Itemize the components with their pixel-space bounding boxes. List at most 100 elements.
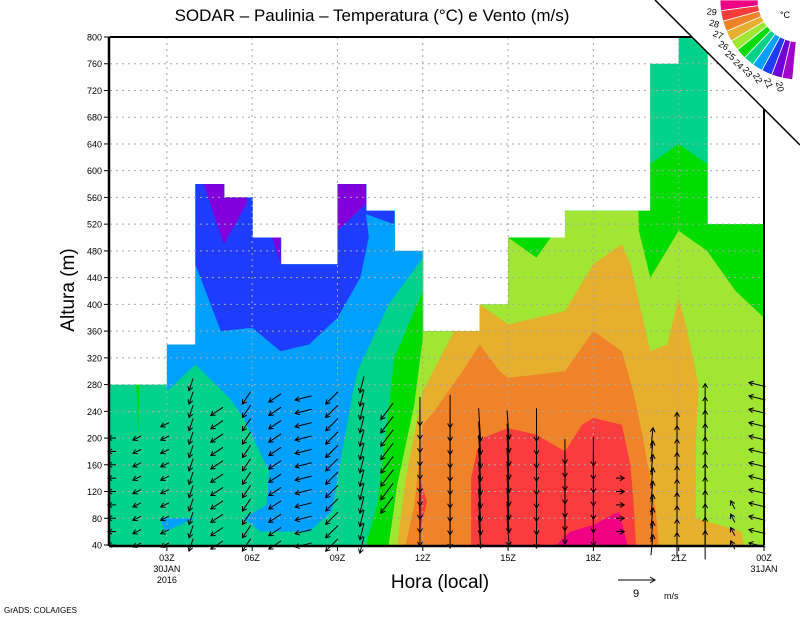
wind-arrow: [187, 485, 194, 499]
wind-arrow-head: [729, 540, 736, 546]
wind-arrow-shaft: [268, 433, 282, 443]
temp-region-22-23: [160, 518, 196, 532]
wind-arrow: [616, 528, 626, 535]
wind-arrow-head: [505, 447, 512, 454]
wind-arrow: [294, 488, 312, 496]
wind-arrow-shaft: [478, 461, 482, 495]
grid-lines: [110, 37, 764, 545]
wind-arrow: [187, 404, 194, 419]
y-tick-label: 400: [87, 300, 102, 310]
wind-arrow-head: [187, 425, 194, 432]
wind-arrow-shaft: [650, 494, 654, 516]
wind-arrow-head: [619, 515, 626, 522]
wind-arrow-head: [187, 385, 194, 392]
wind-arrow-head: [159, 475, 166, 482]
wind-arrow-shaft: [650, 507, 654, 529]
wind-arrow-head: [241, 452, 248, 459]
y-tick-label: 40: [92, 541, 102, 551]
wind-arrow: [267, 420, 282, 430]
wind-arrow-shaft: [160, 475, 170, 481]
wind-arrow-shaft: [380, 456, 394, 474]
x-axis-label: Hora (local): [391, 572, 489, 593]
y-tick-label: 480: [87, 246, 102, 256]
wind-arrow-head: [159, 422, 166, 428]
wind-arrow-head: [324, 466, 331, 472]
wind-arrow: [747, 380, 766, 388]
wind-arrow-head: [747, 474, 754, 480]
wind-arrow: [209, 527, 224, 537]
wind-arrow-shaft: [132, 489, 142, 495]
wind-arrow-head: [187, 399, 194, 406]
y-tick-label: 680: [87, 113, 102, 123]
wind-arrow-head: [674, 411, 680, 417]
wind-arrow-head: [267, 504, 274, 510]
wind-arrow: [294, 395, 312, 402]
wind-arrow-head: [132, 435, 138, 441]
wind-arrow-head: [533, 503, 540, 509]
wind-arrow: [324, 404, 339, 419]
wind-arrow-shaft: [132, 462, 142, 468]
wind-arrow-shaft: [748, 515, 766, 521]
wind-arrow-head: [132, 475, 138, 482]
wind-arrow-shaft: [325, 471, 339, 485]
wind-arrow-head: [159, 515, 166, 522]
wind-arrow: [187, 498, 194, 512]
wind-arrow-head: [417, 488, 423, 494]
wind-arrow-head: [324, 479, 331, 486]
wind-arrow: [294, 462, 312, 469]
wind-arrow-shaft: [650, 521, 654, 542]
wind-arrow-shaft: [188, 471, 194, 485]
wind-arrow-head: [505, 487, 512, 494]
wind-arrow-head: [358, 494, 364, 501]
wind-arrow: [358, 523, 365, 541]
legend-label: 25: [723, 48, 737, 62]
wind-arrow: [241, 431, 252, 446]
wind-arrow-shaft: [478, 515, 482, 549]
y-tick-label: 200: [87, 434, 102, 444]
wind-arrow-shaft: [268, 527, 282, 537]
wind-arrow-head: [209, 450, 216, 457]
wind-arrow: [294, 502, 312, 509]
wind-arrow-head: [590, 461, 597, 467]
wind-arrow-head: [294, 476, 301, 483]
wind-arrow-head: [417, 461, 423, 467]
wind-arrow-head: [477, 530, 484, 536]
wind-arrow: [132, 448, 142, 455]
wind-arrow: [159, 515, 170, 522]
wind-arrow-head: [267, 397, 274, 403]
wind-arrow-shaft: [160, 435, 170, 441]
wind-arrow-head: [533, 463, 540, 469]
wind-arrow-shaft: [359, 376, 365, 393]
wind-arrow-head: [380, 454, 386, 461]
wind-arrow-shaft: [359, 483, 365, 500]
wind-arrow-shaft: [295, 408, 312, 414]
wind-arrow-shaft: [160, 529, 170, 535]
wind-arrow: [209, 446, 224, 457]
wind-arrow: [267, 527, 282, 537]
wind-arrow-shaft: [188, 445, 194, 458]
wind-arrow-shaft: [268, 420, 282, 430]
wind-arrow-shaft: [748, 502, 766, 508]
wind-arrow: [159, 475, 170, 482]
wind-arrow-head: [562, 526, 568, 532]
wind-arrow-head: [562, 485, 568, 492]
wind-arrow-shaft: [325, 485, 339, 499]
wind-arrow: [159, 422, 170, 428]
chart-title: SODAR – Paulinia – Temperatura (°C) e Ve…: [175, 6, 570, 25]
wind-arrow: [241, 471, 252, 486]
wind-arrow-shaft: [188, 391, 194, 405]
wind-arrow-head: [417, 421, 423, 427]
legend-label: 28: [708, 17, 720, 29]
wind-arrow-head: [187, 466, 194, 472]
x-tick-label: 12Z: [415, 553, 431, 563]
wind-arrow-head: [447, 516, 454, 523]
wind-arrow-head: [747, 460, 754, 467]
reference-speed: 9: [633, 588, 639, 600]
wind-arrow: [159, 489, 170, 495]
wind-arrow-shaft: [325, 404, 339, 418]
wind-arrow: [324, 391, 339, 405]
wind-arrow-head: [324, 519, 331, 526]
wind-arrow-head: [505, 461, 512, 467]
y-tick-label: 360: [87, 327, 102, 337]
wind-arrow: [241, 498, 252, 512]
